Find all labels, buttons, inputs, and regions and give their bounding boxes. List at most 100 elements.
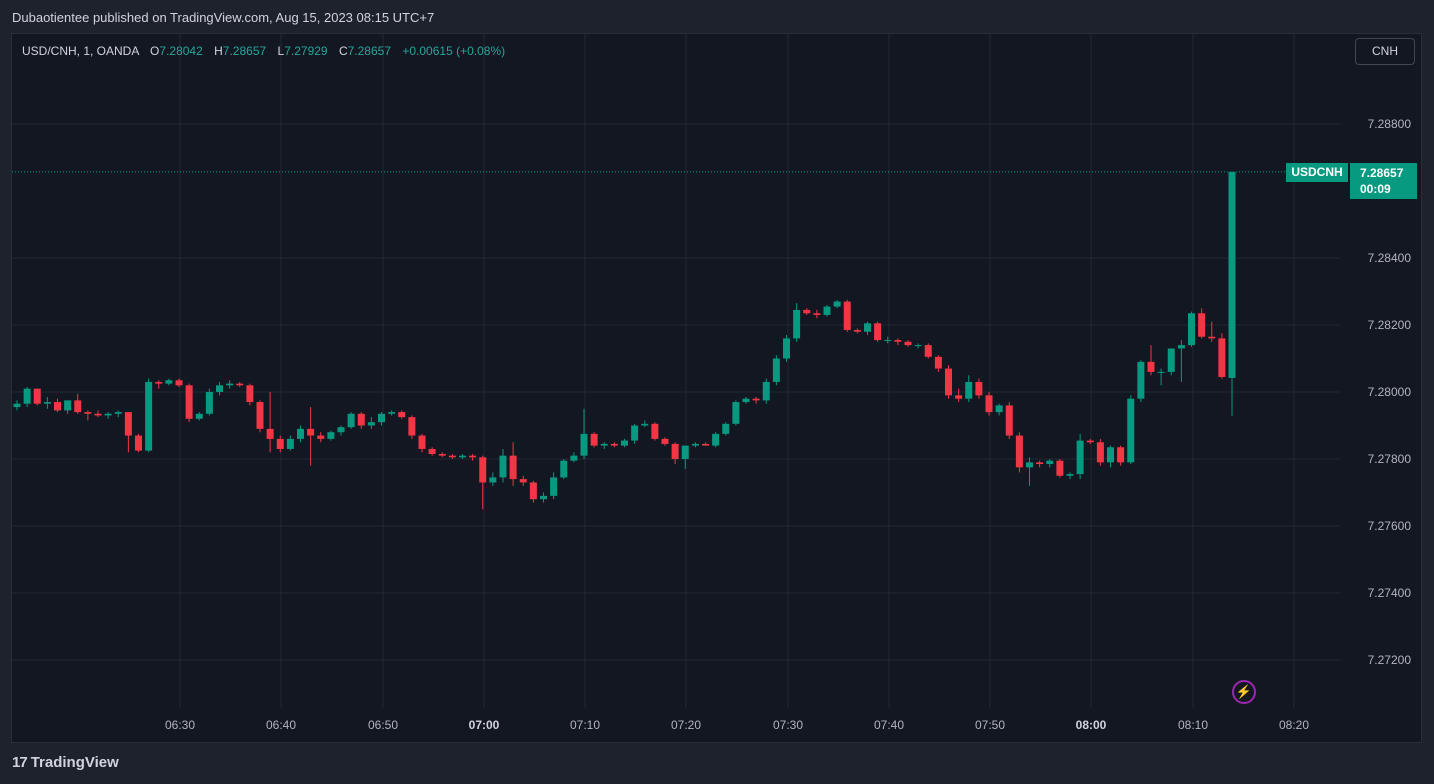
candle	[135, 433, 142, 453]
time-tick-label: 06:40	[265, 718, 297, 732]
time-tick-label: 06:50	[367, 718, 399, 732]
candle-body	[367, 422, 375, 426]
candle-body	[621, 440, 628, 446]
candle-body	[661, 438, 669, 444]
legend-symbol[interactable]: USD/CNH, 1, OANDA	[22, 44, 139, 58]
candle	[367, 417, 375, 429]
price-tick-label: 7.27600	[1367, 519, 1411, 533]
candle	[661, 437, 669, 446]
candle	[94, 410, 102, 418]
candle-body	[84, 412, 92, 414]
candle-body	[560, 460, 568, 478]
chart-pane[interactable]	[11, 33, 1422, 743]
candle-body	[1026, 462, 1033, 468]
legend-low: 7.27929	[284, 44, 328, 58]
legend-high-label: H	[214, 44, 223, 58]
candle	[1005, 402, 1013, 439]
candle	[934, 355, 942, 372]
candle	[550, 472, 558, 500]
price-tick-label: 7.27200	[1367, 653, 1411, 667]
tradingview-logo[interactable]: 17 TradingView	[12, 754, 119, 771]
candle	[803, 308, 811, 315]
candle	[671, 442, 679, 465]
candle	[631, 423, 639, 444]
candle	[681, 445, 689, 470]
candle	[570, 452, 578, 463]
candle-body	[1157, 371, 1165, 373]
candle	[752, 397, 760, 404]
ohlc-legend: USD/CNH, 1, OANDA O7.28042 H7.28657 L7.2…	[22, 44, 505, 58]
candle	[337, 425, 345, 436]
candle-body	[995, 405, 1003, 413]
candle-body	[104, 413, 112, 416]
price-tick-label: 7.28200	[1367, 318, 1411, 332]
candle-body	[398, 412, 406, 418]
candle	[195, 412, 203, 421]
candle	[813, 309, 821, 319]
candle	[1188, 311, 1195, 347]
candle-body	[317, 435, 325, 439]
candle	[914, 343, 922, 349]
candle	[398, 410, 406, 419]
candle-body	[1096, 442, 1104, 463]
candle	[469, 453, 477, 461]
candle	[1046, 459, 1054, 468]
candle	[165, 378, 173, 386]
last-price-tag: 7.28657 00:09	[1350, 163, 1417, 199]
candle-body	[752, 398, 760, 401]
candle-body	[1228, 171, 1236, 378]
candle-body	[874, 323, 882, 341]
candle	[1066, 472, 1074, 480]
candle-body	[1036, 462, 1044, 465]
candle-body	[428, 448, 436, 454]
lightning-icon[interactable]: ⚡	[1232, 680, 1256, 704]
publish-info: Dubaotientee published on TradingView.co…	[12, 10, 435, 25]
candle	[145, 378, 153, 453]
time-tick-label: 07:30	[772, 718, 804, 732]
candle-body	[631, 425, 639, 441]
candle-body	[843, 301, 851, 331]
currency-button[interactable]: CNH	[1355, 38, 1415, 65]
candle-body	[945, 368, 952, 396]
candle	[388, 410, 396, 416]
candle	[175, 378, 183, 387]
candle	[327, 430, 335, 441]
candle-body	[934, 356, 942, 369]
price-tick-label: 7.28800	[1367, 117, 1411, 131]
price-tick-label: 7.27400	[1367, 586, 1411, 600]
candle-body	[489, 477, 497, 483]
candle	[610, 442, 618, 448]
candle	[864, 321, 871, 336]
symbol-price-tag: USDCNH	[1286, 163, 1348, 182]
candle-body	[550, 477, 558, 496]
candle-body	[256, 402, 264, 429]
candle-body	[357, 413, 365, 426]
candle-body	[13, 403, 21, 408]
candle	[236, 381, 244, 387]
candle-body	[1127, 398, 1135, 463]
candle	[114, 410, 122, 418]
time-tick-label: 06:30	[164, 718, 196, 732]
candle-body	[1005, 405, 1013, 436]
candle-body	[884, 340, 892, 342]
candle	[84, 410, 92, 421]
candle	[884, 336, 892, 344]
candle-body	[438, 453, 446, 456]
candle	[43, 397, 51, 409]
candle-body	[408, 417, 416, 436]
candle-body	[94, 413, 102, 416]
candle-body	[236, 383, 244, 386]
candle-body	[124, 412, 132, 436]
candle-body	[924, 345, 932, 357]
candle	[1086, 438, 1094, 444]
candle	[1015, 432, 1023, 473]
candle-body	[33, 388, 41, 404]
candle-body	[1198, 313, 1206, 337]
legend-open-label: O	[150, 44, 160, 58]
candle-body	[54, 402, 61, 411]
candle	[924, 343, 932, 359]
candle-body	[1046, 460, 1054, 465]
candle-body	[1066, 474, 1074, 476]
candle	[378, 412, 385, 426]
